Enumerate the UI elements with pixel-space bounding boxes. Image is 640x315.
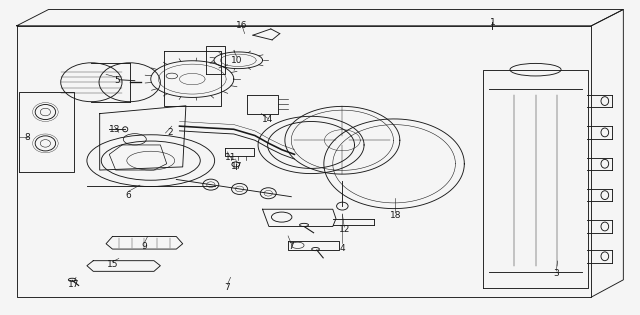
Text: 5: 5 <box>114 76 120 85</box>
Text: 18: 18 <box>390 211 401 220</box>
Text: 14: 14 <box>262 115 273 124</box>
Text: 12: 12 <box>339 225 350 234</box>
Text: 6: 6 <box>125 191 131 200</box>
Text: 4: 4 <box>340 244 345 253</box>
Text: 17: 17 <box>68 280 80 289</box>
Text: 7: 7 <box>289 242 294 251</box>
Text: 2: 2 <box>167 128 173 137</box>
Text: 3: 3 <box>554 269 559 278</box>
Text: 8: 8 <box>25 133 30 142</box>
Text: 15: 15 <box>107 260 118 269</box>
Text: 11: 11 <box>225 153 236 162</box>
Text: 16: 16 <box>236 21 248 30</box>
Text: 17: 17 <box>231 163 243 171</box>
Text: 7: 7 <box>225 283 230 292</box>
Text: 1: 1 <box>490 18 495 27</box>
Text: 10: 10 <box>231 56 243 65</box>
Text: 13: 13 <box>109 125 120 134</box>
Text: 9: 9 <box>141 242 147 251</box>
